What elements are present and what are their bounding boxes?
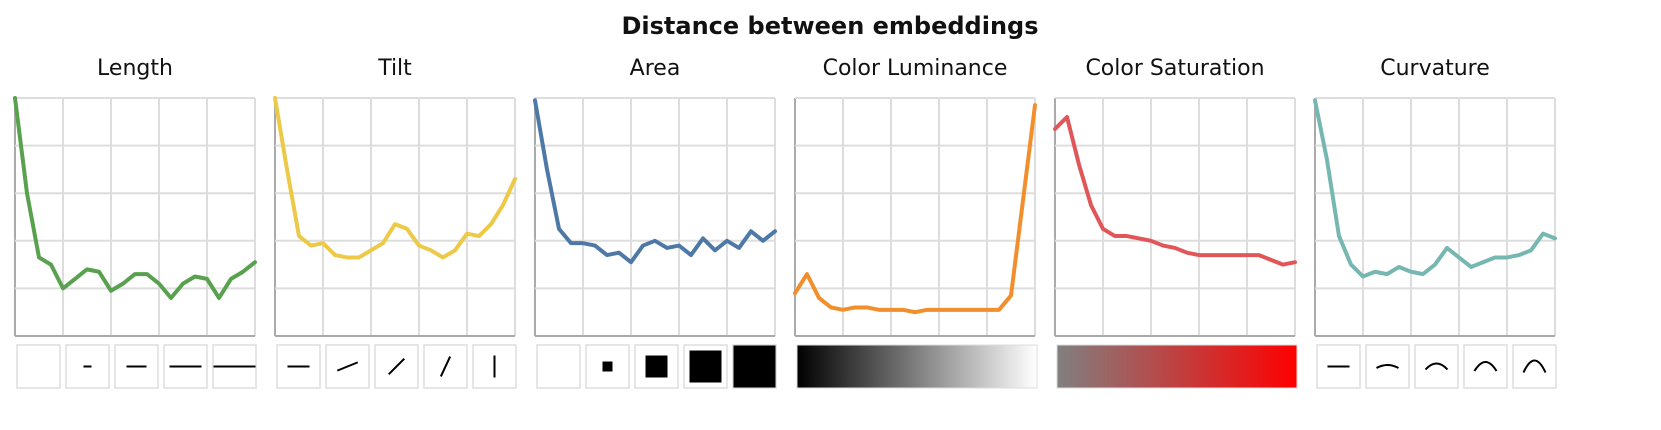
data-line bbox=[1053, 115, 1297, 267]
stimulus-box bbox=[16, 344, 61, 389]
stimulus bbox=[336, 361, 359, 372]
panel-title: Area bbox=[630, 56, 681, 81]
stimulus-box bbox=[1365, 344, 1410, 389]
stimulus-box bbox=[1463, 344, 1508, 389]
panel-title: Tilt bbox=[377, 56, 412, 81]
data-line bbox=[533, 98, 777, 265]
panel-title: Color Luminance bbox=[823, 56, 1008, 81]
panel-title: Color Saturation bbox=[1085, 56, 1264, 81]
panel: Length bbox=[13, 56, 257, 389]
stimulus-box bbox=[1316, 344, 1361, 389]
stimulus-box bbox=[536, 344, 581, 389]
panel-title: Length bbox=[97, 56, 173, 81]
stimulus bbox=[1473, 361, 1498, 372]
panel: Color Luminance bbox=[793, 56, 1038, 389]
data-line bbox=[1313, 98, 1557, 279]
stimulus-box bbox=[585, 344, 630, 389]
stimulus bbox=[388, 358, 405, 375]
stimulus bbox=[1522, 359, 1547, 373]
stimulus bbox=[439, 356, 452, 377]
stimulus bbox=[602, 361, 613, 372]
stimulus-box bbox=[1414, 344, 1459, 389]
stimulus-gradient bbox=[796, 344, 1038, 389]
data-line bbox=[13, 96, 257, 300]
stimulus-box bbox=[1512, 344, 1557, 389]
panel: Tilt bbox=[273, 56, 517, 389]
panel: Curvature bbox=[1313, 56, 1557, 389]
stimulus bbox=[1424, 362, 1449, 371]
panel: Color Saturation bbox=[1053, 56, 1298, 389]
stimulus bbox=[645, 355, 668, 378]
panel: Area bbox=[533, 56, 777, 389]
stimulus bbox=[689, 350, 722, 383]
data-line bbox=[273, 96, 517, 260]
panel-title: Curvature bbox=[1380, 56, 1490, 81]
page-title: Distance between embeddings bbox=[621, 12, 1038, 40]
stimulus bbox=[733, 345, 776, 388]
stimulus bbox=[1376, 364, 1399, 369]
stimulus-gradient bbox=[1056, 344, 1298, 389]
data-line bbox=[793, 103, 1037, 315]
